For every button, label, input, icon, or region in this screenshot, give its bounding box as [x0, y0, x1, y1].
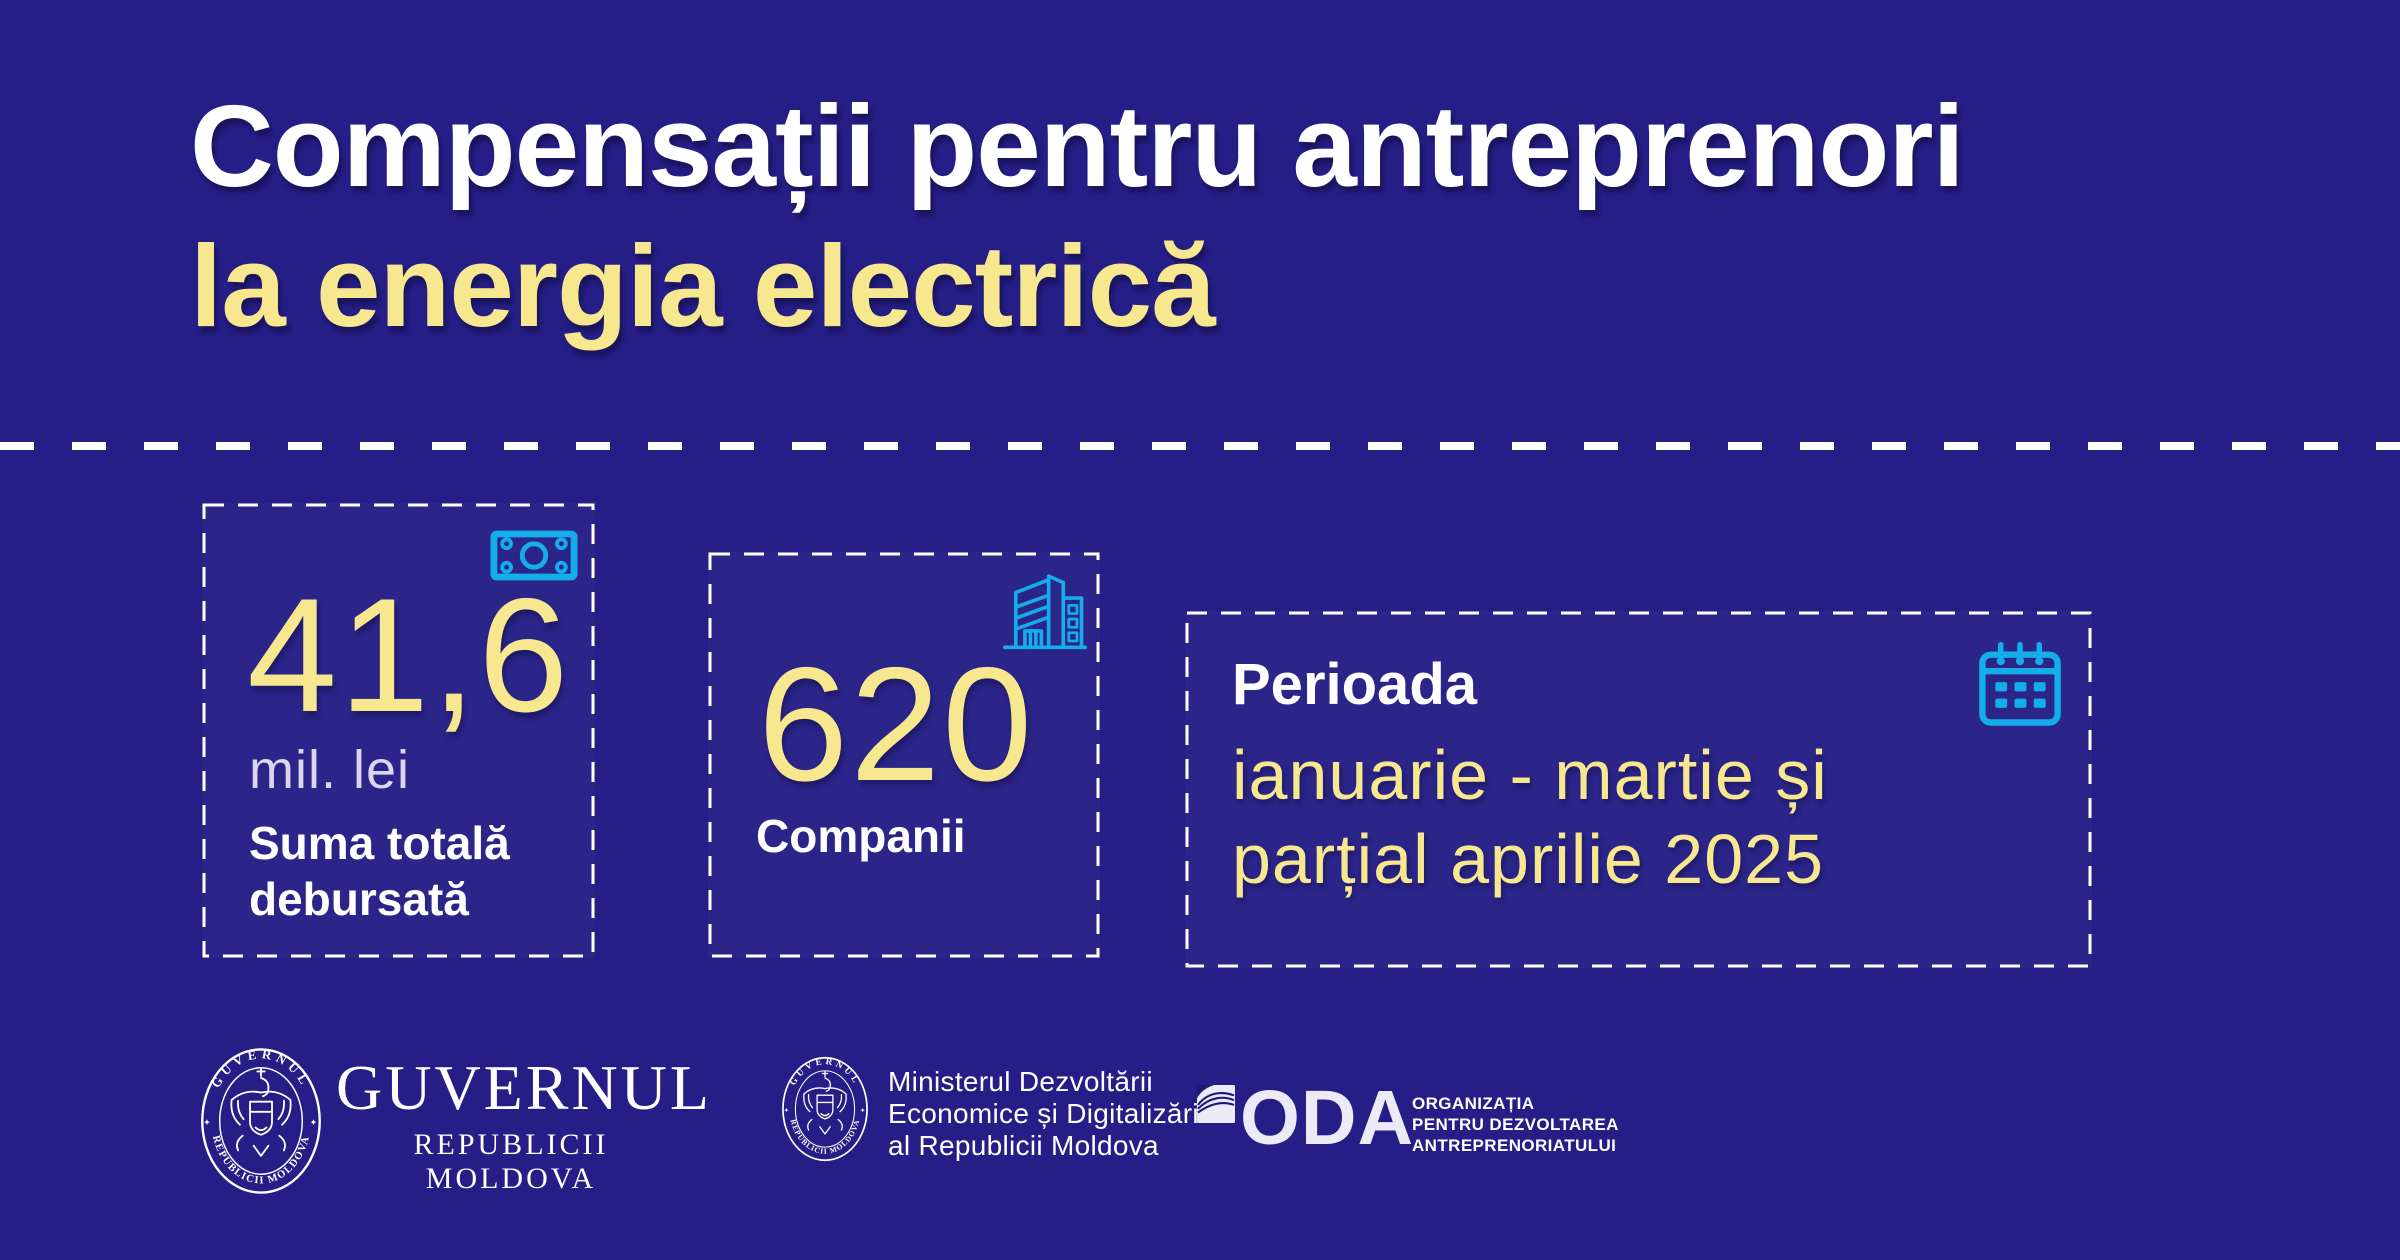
oda-organization-name: ORGANIZAȚIA PENTRU DEZVOLTAREA ANTREPREN… [1412, 1093, 1619, 1156]
card-dashed-border [708, 552, 1100, 958]
ministry-name-line1: Ministerul Dezvoltării [888, 1066, 1153, 1097]
title-line-2: la energia electrică [190, 221, 1216, 351]
card-dashed-border [202, 503, 595, 958]
oda-org-line3: ANTREPRENORIATULUI [1412, 1136, 1617, 1155]
building-icon [1003, 574, 1087, 650]
oda-org-line2: PENTRU DEZVOLTAREA [1412, 1115, 1619, 1134]
title-line-1: Compensații pentru antreprenori [190, 81, 1965, 211]
period-value: ianuarie - martie și parțial aprilie 202… [1232, 736, 1828, 898]
stat-amount-value: 41,6 [247, 565, 571, 746]
card-dashed-border [1185, 611, 2092, 968]
government-subtitle: REPUBLICII MOLDOVA [413, 1128, 609, 1195]
stat-card-amount: 41,6 mil. lei Suma totală debursată [202, 503, 595, 958]
ministry-name-line2: Economice și Digitalizării [888, 1098, 1206, 1129]
government-wordmark: GUVERNUL REPUBLICII MOLDOVA [336, 1052, 712, 1196]
stat-card-companies: 620 Companii [708, 552, 1100, 958]
oda-acronym: ODA [1240, 1075, 1415, 1161]
oda-logo-icon [1197, 1085, 1235, 1123]
oda-org-line1: ORGANIZAȚIA [1412, 1094, 1535, 1113]
stat-card-period: Perioada ianuarie - martie și parțial ap… [1185, 611, 2092, 968]
ministry-name-line3: al Republicii Moldova [888, 1130, 1159, 1161]
ministry-seal [779, 1053, 871, 1165]
stat-amount-label: Suma totală debursată [249, 817, 510, 925]
government-seal [193, 1043, 329, 1199]
stat-companies-value: 620 [758, 634, 1035, 815]
period-heading: Perioada [1232, 652, 1477, 717]
ministry-name: Ministerul Dezvoltării Economice și Digi… [888, 1066, 1205, 1162]
banknote-icon [490, 530, 578, 581]
stat-companies-label: Companii [756, 810, 966, 862]
dashed-divider [0, 442, 2400, 450]
stat-amount-unit: mil. lei [249, 740, 411, 800]
calendar-icon [1979, 641, 2061, 726]
page-title: Compensații pentru antreprenori la energ… [190, 76, 1965, 356]
government-name: GUVERNUL [336, 1052, 712, 1123]
